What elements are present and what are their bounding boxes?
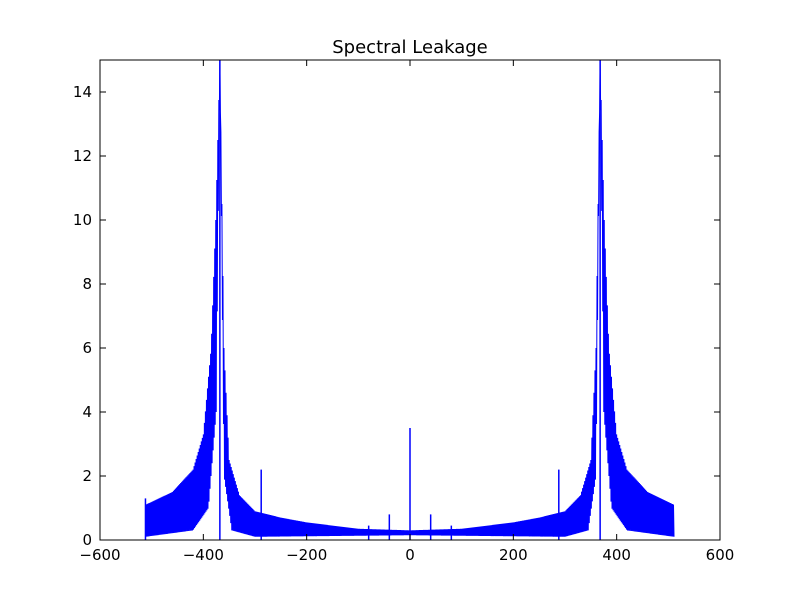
x-tick-label: 600 — [706, 546, 735, 564]
series-layer — [144, 60, 675, 540]
y-tick-label: 6 — [82, 339, 92, 357]
x-tick-label: −200 — [286, 546, 327, 564]
y-tick-label: 8 — [82, 275, 92, 293]
y-tick-label: 4 — [82, 403, 92, 421]
y-tick-label: 0 — [82, 531, 92, 549]
x-tick-label: 400 — [602, 546, 631, 564]
x-tick-label: −400 — [183, 546, 224, 564]
x-tick-label: 0 — [405, 546, 415, 564]
y-tick-label: 14 — [73, 83, 92, 101]
y-tick-label: 2 — [82, 467, 92, 485]
y-tick-label: 12 — [73, 147, 92, 165]
x-tick-label: −600 — [79, 546, 120, 564]
y-tick-label: 10 — [73, 211, 92, 229]
chart-title: Spectral Leakage — [332, 37, 488, 58]
x-tick-label: 200 — [499, 546, 528, 564]
axes-layer: −600 −400 −200 0 200 400 600 0 2 4 6 8 10 12 14 — [73, 59, 735, 564]
